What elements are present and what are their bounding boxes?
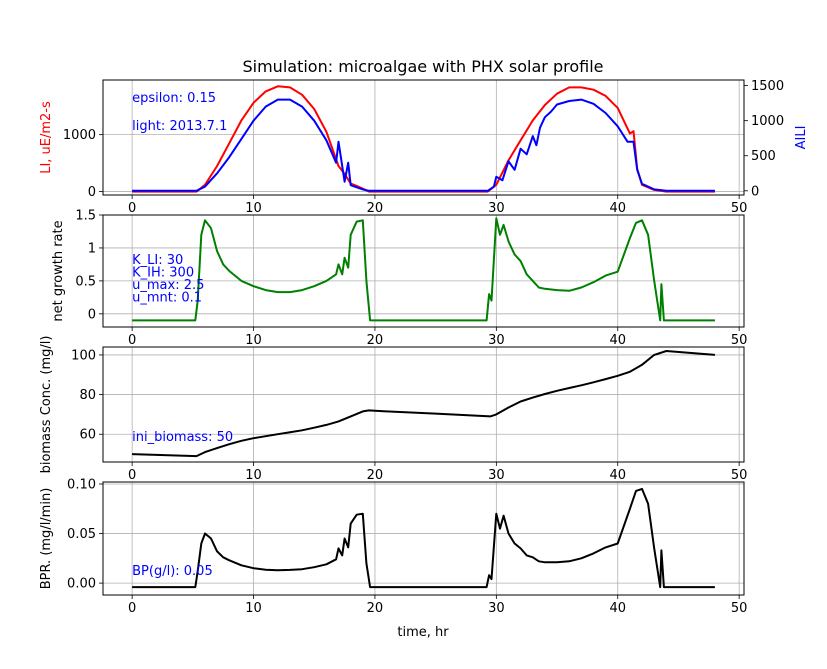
x-tick-label: 20 (367, 601, 384, 616)
annotation: u_max: 2.5 (132, 278, 204, 293)
x-tick-label: 0 (128, 601, 136, 616)
panel-2: 0 10 20 30 40 50 0 0.5 1 1.5 K_LI: 30K_IH: 300u_ma… (51, 209, 747, 349)
x-tick-label: 20 (367, 468, 384, 483)
y-tick-label: 0.00 (67, 577, 96, 592)
y-axis-label: biomass Conc. (mg/l) (39, 336, 54, 474)
axes-frame (102, 214, 745, 328)
x-tick-label: 20 (367, 201, 384, 216)
series-line-net-growth-rate (132, 217, 715, 322)
y-tick-label: 1000 (63, 128, 96, 143)
axes-frame (102, 481, 745, 596)
x-tick-label: 0 (128, 333, 136, 348)
y-tick-label: 0.5 (75, 274, 96, 289)
x-tick-label: 50 (731, 201, 748, 216)
axes-frame (102, 346, 745, 463)
x-tick-label: 40 (609, 468, 626, 483)
x-tick-label: 30 (488, 468, 505, 483)
annotation: light: 2013.7.1 (132, 119, 227, 134)
x-tick-label: 40 (609, 333, 626, 348)
y2-tick-label: 1000 (751, 114, 784, 129)
y-tick-label: 1 (88, 241, 96, 256)
y2-tick-label: 0 (751, 184, 759, 199)
x-tick-label: 10 (245, 468, 262, 483)
x-tick-label: 50 (731, 333, 748, 348)
y-tick-label: 0.10 (67, 477, 96, 492)
y2-tick-label: 500 (751, 149, 776, 164)
annotation: ini_biomass: 50 (132, 430, 233, 445)
x-tick-label: 40 (609, 201, 626, 216)
y-tick-label: 80 (79, 388, 96, 403)
annotation: K_IH: 300 (132, 265, 194, 280)
series-line-aili (132, 98, 715, 192)
y-tick-label: 100 (71, 348, 96, 363)
y-tick-label: 0 (88, 307, 96, 322)
x-tick-label: 10 (245, 201, 262, 216)
y2-tick-label: 1500 (751, 79, 784, 94)
x-tick-label: 50 (731, 468, 748, 483)
annotation: epsilon: 0.15 (132, 91, 216, 106)
y-axis-label: BPR. (mg/l/min) (39, 488, 54, 590)
axes-frame (102, 79, 745, 196)
annotation: BP(g/l): 0.05 (132, 564, 213, 579)
x-tick-label: 0 (128, 201, 136, 216)
y-axis-label: net growth rate (51, 220, 66, 321)
x-tick-label: 20 (367, 333, 384, 348)
x-tick-label: 30 (488, 601, 505, 616)
series-line-bpr (132, 487, 715, 589)
x-tick-label: 0 (128, 468, 136, 483)
x-tick-label: 10 (245, 601, 262, 616)
panel-4: 0 10 20 30 40 50 0.00 0.05 0.10 BP(g/l): 0.05 BPR.… (39, 477, 747, 616)
x-tick-label: 10 (245, 333, 262, 348)
y-tick-label: 0.05 (67, 527, 96, 542)
x-tick-label: 30 (488, 333, 505, 348)
y-tick-label: 0 (88, 185, 96, 200)
x-tick-label: 40 (609, 601, 626, 616)
annotation: K_LI: 30 (132, 253, 183, 268)
y-axis-label: LI, uE/m2-s (39, 101, 54, 174)
y-tick-label: 60 (79, 428, 96, 443)
series-line-biomass (132, 350, 715, 458)
x-axis-label: time, hr (397, 625, 449, 640)
annotation: u_mnt: 0.1 (132, 290, 202, 305)
x-tick-label: 50 (731, 601, 748, 616)
y2-axis-label: AILI (794, 126, 809, 150)
chart-title: Simulation: microalgae with PHX solar pr… (242, 57, 603, 76)
y-tick-label: 1.5 (75, 209, 96, 224)
x-tick-label: 30 (488, 201, 505, 216)
